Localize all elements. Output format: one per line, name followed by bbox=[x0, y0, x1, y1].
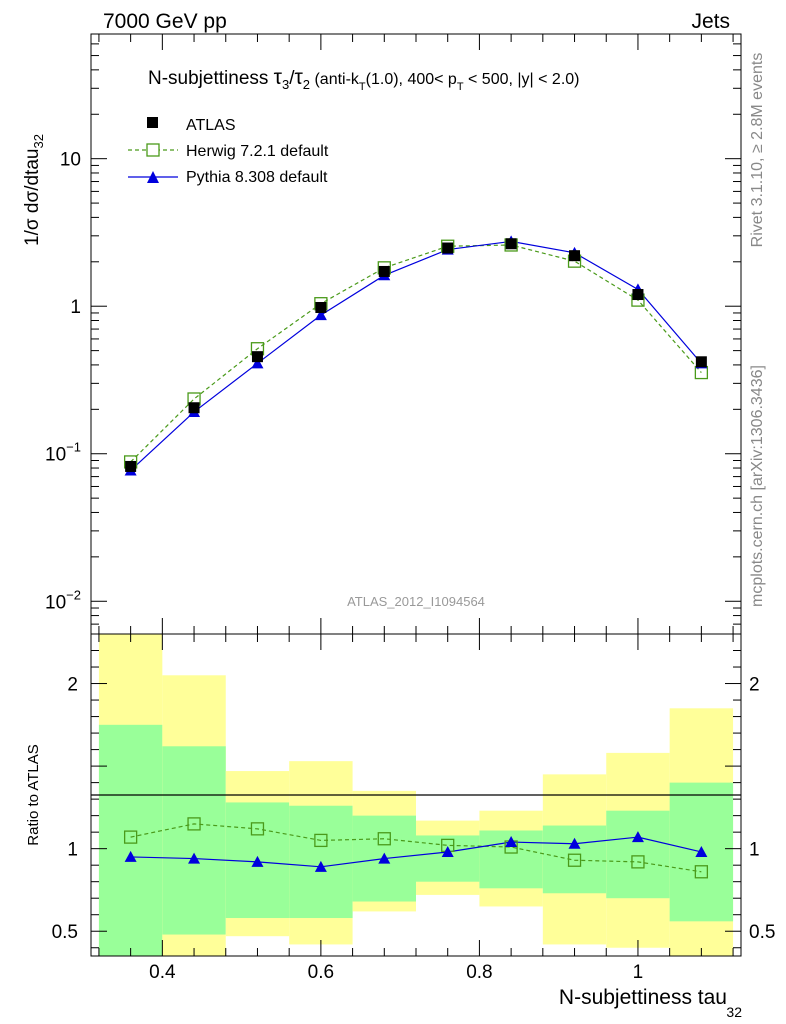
ratio-y-axis-label: Ratio to ATLAS bbox=[25, 744, 42, 845]
ratio-point-pythia bbox=[124, 850, 137, 862]
herwig-point bbox=[694, 365, 709, 380]
legend-label-pythia: Pythia 8.308 default bbox=[186, 169, 328, 186]
ratio-point-pythia bbox=[378, 852, 391, 864]
legend: ATLAS Herwig 7.2.1 default Pythia 8.308 … bbox=[128, 117, 329, 186]
ratio-y-tick-label-left: 2 bbox=[67, 675, 78, 696]
chart-title: N-subjettiness τ3/τ2 (anti-kT(1.0), 400<… bbox=[148, 66, 580, 93]
atlas-point bbox=[442, 242, 454, 254]
x-axis-label: N-subjettiness tau bbox=[559, 986, 727, 1009]
rivet-version-label: Rivet 3.1.10, ≥ 2.8M events bbox=[749, 53, 766, 248]
legend-marker-pythia bbox=[147, 171, 159, 183]
x-tick-label: 1 bbox=[633, 962, 644, 983]
ratio-y-tick-labels: 2 2 1 1 0.5 0.5 bbox=[52, 675, 776, 944]
header-process: Jets bbox=[691, 10, 730, 33]
ratio-band-inner bbox=[98, 724, 163, 956]
ratio-band-inner bbox=[606, 810, 670, 899]
ratio-point-pythia bbox=[251, 855, 264, 867]
x-axis-label-subscript: 32 bbox=[726, 1004, 742, 1020]
ratio-point-herwig bbox=[250, 822, 265, 836]
atlas-point bbox=[695, 356, 707, 368]
ratio-y-tick-label-right: 0.5 bbox=[749, 922, 775, 943]
ratio-uncertainty-bands bbox=[98, 634, 734, 956]
series-line-2 bbox=[130, 240, 702, 471]
ratio-point-herwig bbox=[123, 830, 138, 844]
atlas-point bbox=[315, 302, 327, 314]
ratio-point-pythia bbox=[568, 837, 581, 849]
ratio-axis-ticks bbox=[91, 634, 741, 956]
atlas-point bbox=[632, 289, 644, 301]
ratio-y-tick-label-right: 2 bbox=[749, 675, 760, 696]
ratio-point-herwig bbox=[187, 817, 201, 831]
ratio-point-herwig bbox=[631, 855, 645, 869]
ratio-band-inner bbox=[162, 746, 226, 935]
pythia-point bbox=[314, 309, 327, 321]
ratio-y-tick-label-left: 1 bbox=[67, 840, 78, 861]
pythia-point bbox=[251, 357, 264, 369]
ratio-line-herwig bbox=[130, 823, 702, 873]
ratio-point-pythia bbox=[188, 852, 201, 864]
atlas-point bbox=[378, 265, 390, 277]
ratio-line-pythia bbox=[130, 836, 702, 868]
series-line-1 bbox=[130, 244, 702, 463]
mcplots-label: mcplots.cern.ch [arXiv:1306.3436] bbox=[749, 365, 766, 607]
ratio-y-tick-label-right: 1 bbox=[749, 840, 760, 861]
ratio-band-inner bbox=[542, 825, 607, 894]
legend-label-herwig: Herwig 7.2.1 default bbox=[186, 143, 329, 160]
ratio-point-herwig bbox=[694, 865, 709, 879]
legend-marker-atlas bbox=[147, 117, 158, 128]
atlas-point bbox=[505, 238, 517, 250]
ratio-point-herwig bbox=[314, 833, 328, 848]
ratio-data-layer bbox=[123, 817, 709, 879]
ratio-point-pythia bbox=[631, 831, 644, 843]
atlas-point bbox=[251, 351, 263, 363]
y-axis-label: 1/σ dσ/dtau32 bbox=[22, 134, 46, 246]
main-axis-ticks bbox=[91, 33, 741, 635]
y-tick-label: 10−2 bbox=[45, 587, 81, 613]
atlas-point bbox=[569, 250, 581, 262]
ratio-y-tick-label-left: 0.5 bbox=[52, 922, 78, 943]
y-tick-label: 1 bbox=[70, 297, 81, 318]
y-tick-label: 10 bbox=[60, 150, 81, 171]
x-tick-label: 0.8 bbox=[466, 962, 492, 983]
x-tick-label: 0.6 bbox=[308, 962, 334, 983]
x-tick-labels: 0.4 0.6 0.8 1 bbox=[149, 962, 643, 983]
main-data-layer bbox=[123, 235, 709, 476]
legend-label-atlas: ATLAS bbox=[186, 117, 236, 134]
ratio-point-pythia bbox=[314, 860, 327, 872]
ratio-point-pythia bbox=[695, 845, 708, 857]
header-energy: 7000 GeV pp bbox=[103, 10, 227, 33]
atlas-point bbox=[125, 460, 137, 472]
ratio-point-herwig bbox=[377, 832, 391, 846]
main-y-tick-labels: 10 1 10−1 10−2 bbox=[45, 150, 81, 614]
ratio-band-inner bbox=[416, 835, 480, 882]
y-tick-label: 10−1 bbox=[45, 440, 81, 466]
ratio-point-pythia bbox=[505, 836, 518, 848]
legend-marker-herwig bbox=[146, 143, 160, 157]
ratio-point-pythia bbox=[441, 845, 454, 857]
atlas-point bbox=[188, 402, 200, 414]
analysis-watermark: ATLAS_2012_I1094564 bbox=[347, 594, 485, 609]
ratio-point-herwig bbox=[567, 853, 582, 867]
x-tick-label: 0.4 bbox=[149, 962, 176, 983]
